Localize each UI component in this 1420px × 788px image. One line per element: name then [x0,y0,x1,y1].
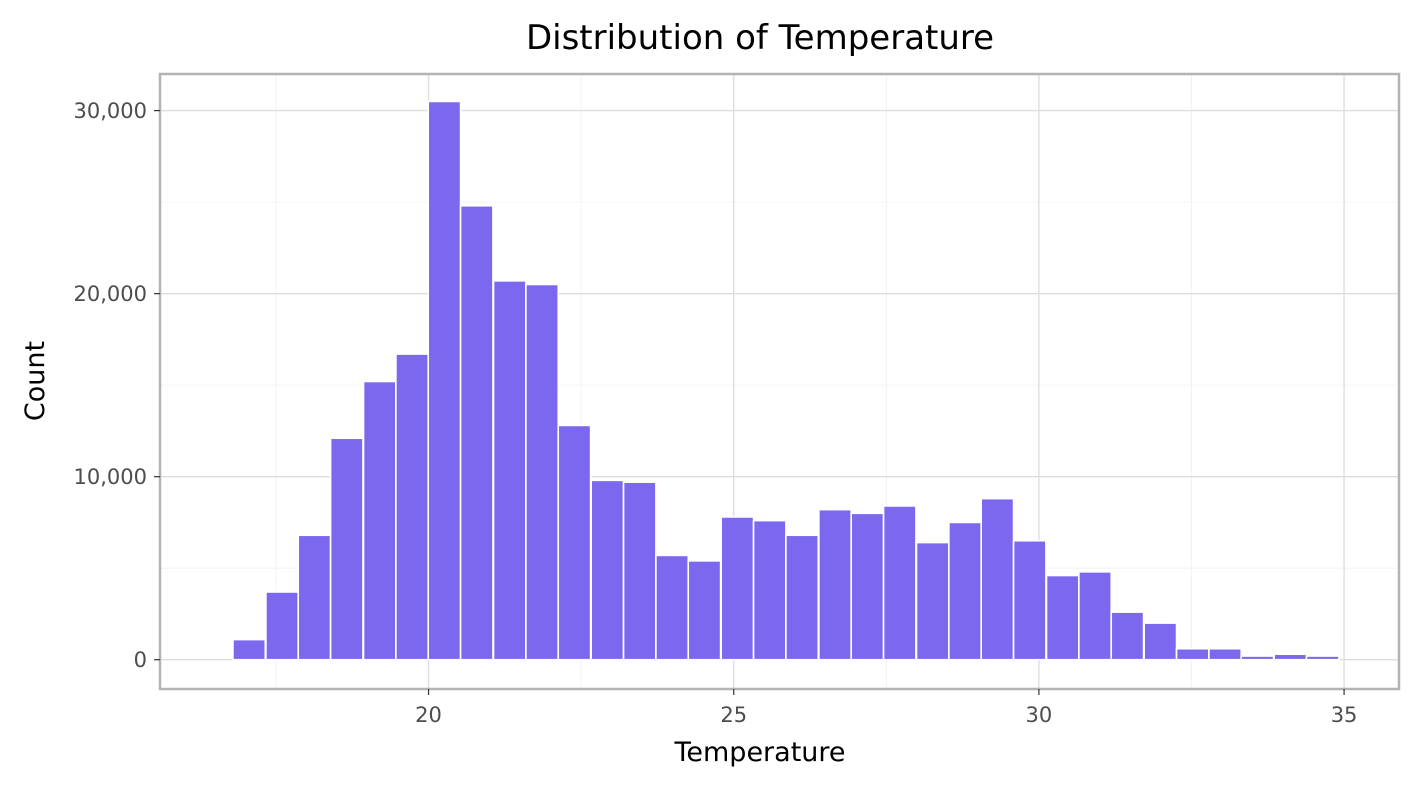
histogram-bar [1045,574,1080,661]
histogram-bar [915,541,950,661]
x-tick-label: 35 [1331,703,1358,727]
histogram-bar [752,519,787,661]
histogram-bar [655,554,690,661]
y-tick-label: 10,000 [74,465,147,489]
histogram-bar [720,516,755,661]
x-tick-label: 20 [415,703,442,727]
y-axis-label: Count [20,341,51,421]
histogram-bar [1143,622,1178,661]
histogram-bar [362,380,397,661]
histogram-bar [818,508,853,661]
histogram-bar [395,353,430,661]
histogram-bar [297,534,332,661]
y-axis-ticks: 0 10,000 20,000 30,000 [74,99,160,672]
histogram-bar [1240,655,1275,661]
histogram-bar [948,521,983,661]
histogram-bar [1012,539,1047,661]
histogram-bar [590,479,625,661]
y-tick-label: 0 [134,648,147,672]
x-tick-label: 30 [1026,703,1053,727]
histogram-bar [459,204,494,661]
histogram-bar [882,505,917,661]
histogram-bar [232,638,267,661]
histogram-bar [1110,611,1145,661]
histogram-bar [1078,571,1113,661]
histogram-bar [329,437,364,661]
histogram-bar [622,481,657,661]
x-tick-label: 25 [720,703,747,727]
x-axis-label: Temperature [673,737,845,768]
histogram-bar [785,534,820,661]
histogram-bar [980,497,1015,661]
histogram-bar [1305,655,1340,661]
histogram-bar [850,512,885,661]
histogram-bar [265,591,300,661]
histogram-bar [1208,647,1243,661]
y-tick-label: 30,000 [74,99,147,123]
plot-panel-border [158,72,1401,691]
chart-title: Distribution of Temperature [526,18,994,58]
histogram-bar [525,283,560,661]
histogram-bar [557,424,592,661]
histogram-bar [492,280,527,661]
histogram-bar [687,560,722,661]
y-tick-label: 20,000 [74,282,147,306]
histogram-bars [232,100,1340,661]
histogram-bar [427,100,462,661]
x-axis-ticks: 20 25 30 35 [415,689,1357,727]
histogram-bar [1175,647,1210,661]
histogram-bar [1273,653,1308,661]
